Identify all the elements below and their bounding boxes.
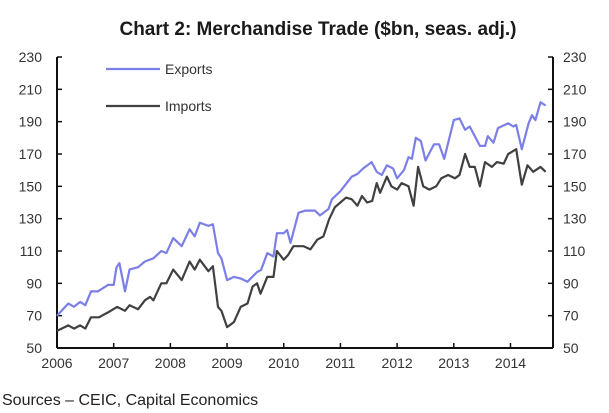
y-tick-label-left: 70 [26,308,42,324]
x-tick-label: 2010 [268,355,299,371]
y-tick-label-right: 70 [563,308,579,324]
y-tick-label-left: 230 [19,49,43,65]
y-tick-label-right: 130 [563,211,587,227]
y-tick-label-left: 110 [20,243,43,259]
source-note: Sources – CEIC, Capital Economics [2,392,258,409]
series-line-imports [56,148,547,332]
y-tick-label-right: 210 [563,81,587,97]
x-tick-label: 2011 [325,355,355,371]
y-tick-label-left: 210 [19,81,43,97]
chart-title: Chart 2: Merchandise Trade ($bn, seas. a… [119,19,516,40]
x-tick-label: 2012 [382,355,413,371]
legend-label-imports: Imports [165,98,212,114]
axes: 50 50 70 70 90 90 110 110 130 130 150 150 170 170 190 1… [19,49,587,371]
y-tick-label-right: 170 [563,146,587,162]
y-tick-label-left: 50 [26,340,42,356]
y-tick-label-right: 110 [563,243,586,259]
y-tick-label-left: 190 [19,114,43,130]
y-tick-label-left: 150 [19,178,43,194]
y-tick-label-right: 230 [563,49,587,65]
y-tick-label-right: 190 [563,114,587,130]
x-tick-label: 2007 [98,355,129,371]
x-tick-label: 2008 [155,355,186,371]
x-tick-label: 2009 [211,355,242,371]
y-tick-label-left: 90 [26,275,42,291]
series-line-exports [56,101,547,317]
legend: Exports Imports [106,61,212,114]
y-tick-label-right: 150 [563,178,587,194]
y-tick-label-right: 50 [563,340,579,356]
y-tick-label-right: 90 [563,275,579,291]
x-tick-label: 2014 [495,355,526,371]
y-tick-label-left: 130 [19,211,43,227]
legend-label-exports: Exports [165,61,212,77]
x-tick-label: 2006 [41,355,72,371]
series-lines [56,101,547,332]
y-tick-label-left: 170 [19,146,43,162]
x-tick-label: 2013 [438,355,469,371]
